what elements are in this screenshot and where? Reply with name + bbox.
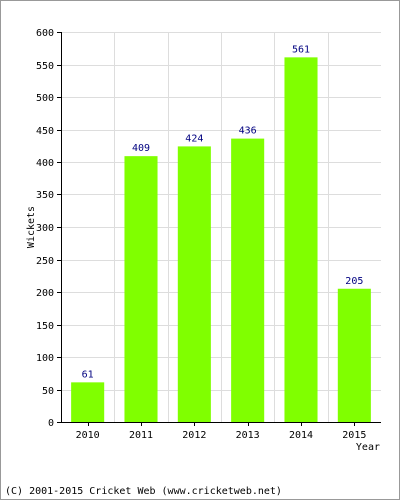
bar-2013 xyxy=(231,138,265,422)
value-label-2012: 424 xyxy=(185,133,203,144)
y-tick-label: 200 xyxy=(36,288,54,299)
y-tick-label: 550 xyxy=(36,61,54,72)
y-tick-label: 400 xyxy=(36,158,54,169)
y-tick-label: 250 xyxy=(36,256,54,267)
y-tick-label: 100 xyxy=(36,353,54,364)
copyright-footer: (C) 2001-2015 Cricket Web (www.cricketwe… xyxy=(5,486,282,497)
y-tick-label: 450 xyxy=(36,126,54,137)
axis-layer xyxy=(57,32,381,426)
value-label-2011: 409 xyxy=(132,143,150,154)
y-tick-label: 350 xyxy=(36,190,54,201)
bar-2010 xyxy=(71,382,105,422)
x-tick-label-2012: 2012 xyxy=(182,430,206,441)
value-label-2015: 205 xyxy=(345,276,363,287)
bar-2011 xyxy=(124,156,158,422)
y-tick-label: 600 xyxy=(36,28,54,39)
y-axis-title: Wickets xyxy=(26,206,37,248)
x-tick-label-2011: 2011 xyxy=(129,430,153,441)
y-tick-label: 50 xyxy=(42,386,54,397)
value-label-2014: 561 xyxy=(292,44,310,55)
y-tick-label: 0 xyxy=(48,418,54,429)
value-label-2013: 436 xyxy=(239,126,257,137)
bar-2015 xyxy=(337,288,371,422)
y-tick-label: 500 xyxy=(36,93,54,104)
value-label-2010: 61 xyxy=(82,369,94,380)
x-axis-title: Year xyxy=(356,442,380,453)
bar-layer xyxy=(71,57,371,422)
y-tick-label: 300 xyxy=(36,223,54,234)
x-tick-label-2015: 2015 xyxy=(342,430,366,441)
grid-layer xyxy=(61,32,381,422)
bar-2014 xyxy=(284,57,318,422)
bar-2012 xyxy=(177,146,211,422)
x-tick-label-2010: 2010 xyxy=(76,430,100,441)
label-layer: 0 50 100 150 200 250 300 350 400 450 500 550 600 61 20… xyxy=(36,28,366,441)
x-tick-label-2013: 2013 xyxy=(236,430,260,441)
y-tick-label: 150 xyxy=(36,321,54,332)
x-tick-label-2014: 2014 xyxy=(289,430,313,441)
